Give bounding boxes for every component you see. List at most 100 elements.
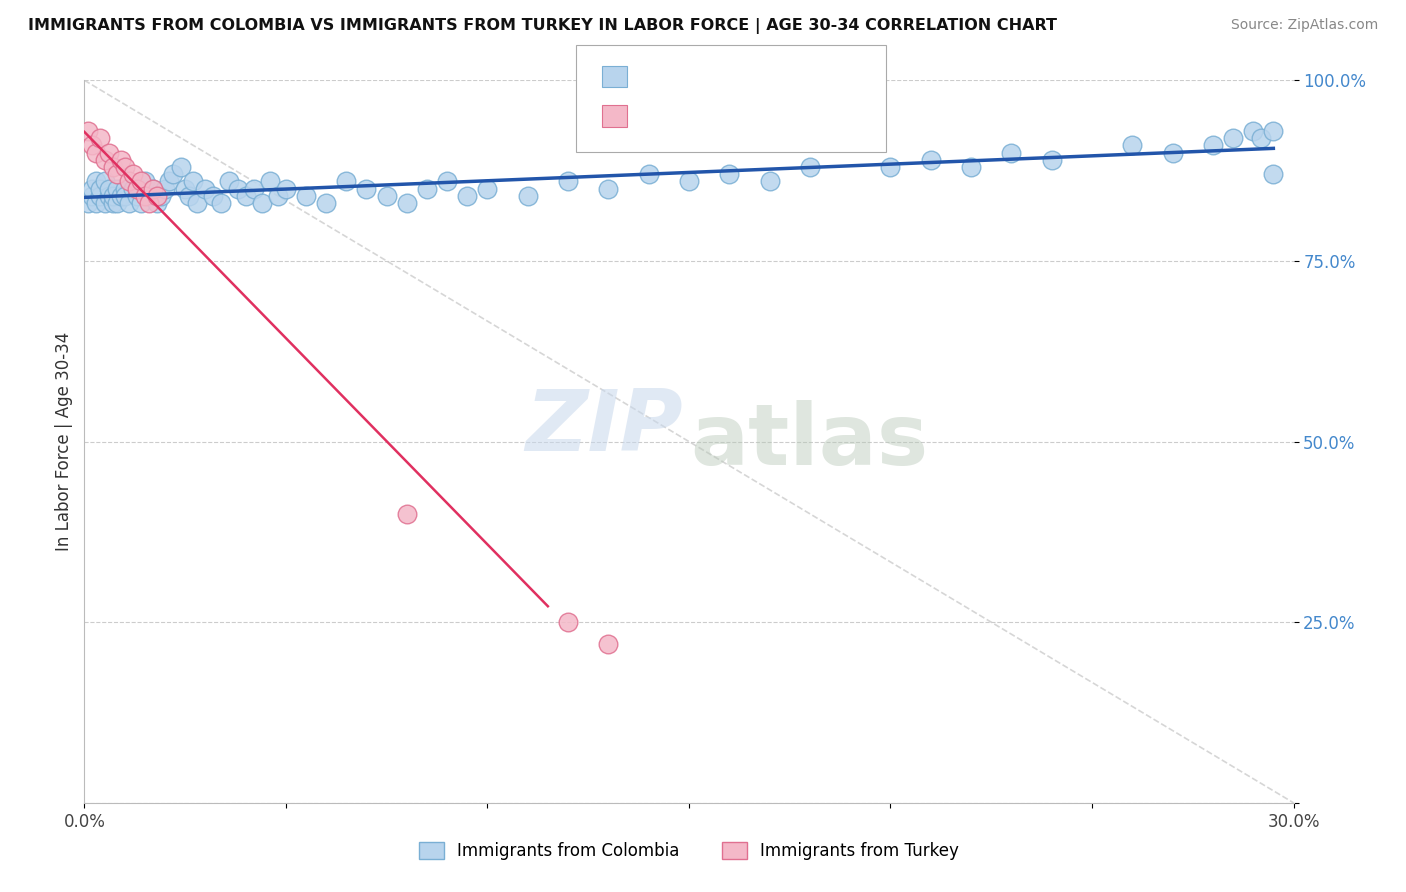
Point: [1250, 131, 1272, 145]
Point: [162, 167, 184, 181]
Point: [1263, 167, 1285, 181]
Point: [82, 138, 104, 153]
Point: [274, 182, 297, 196]
Point: [250, 196, 273, 211]
Point: [125, 189, 148, 203]
Point: [170, 160, 193, 174]
Point: [86, 174, 108, 188]
Point: [557, 174, 579, 188]
Point: [93, 174, 115, 188]
Point: [118, 196, 141, 211]
Point: [1161, 145, 1184, 160]
Point: [226, 182, 249, 196]
Point: [125, 182, 148, 196]
Point: [395, 507, 418, 521]
Text: -0.500: -0.500: [672, 106, 731, 124]
Point: [799, 160, 821, 174]
Point: [1000, 145, 1022, 160]
Point: [436, 174, 458, 188]
Point: [105, 182, 128, 196]
Point: [110, 153, 132, 167]
Point: [598, 182, 620, 196]
Point: [267, 189, 290, 203]
Point: [121, 182, 143, 196]
Point: [82, 182, 104, 196]
Point: [89, 182, 111, 196]
Point: [598, 637, 620, 651]
Text: N =: N =: [734, 108, 763, 122]
Point: [142, 182, 165, 196]
Point: [146, 196, 169, 211]
Point: [1040, 153, 1063, 167]
Point: [758, 174, 780, 188]
Point: [1241, 124, 1264, 138]
Point: [259, 174, 281, 188]
Point: [335, 174, 357, 188]
Point: [456, 189, 478, 203]
Point: [516, 189, 538, 203]
Point: [121, 167, 143, 181]
Text: Source: ZipAtlas.com: Source: ZipAtlas.com: [1230, 18, 1378, 32]
Point: [157, 174, 180, 188]
Point: [101, 189, 124, 203]
Point: [89, 131, 111, 145]
Point: [134, 174, 156, 188]
Point: [416, 182, 439, 196]
Point: [557, 615, 579, 630]
Text: IMMIGRANTS FROM COLOMBIA VS IMMIGRANTS FROM TURKEY IN LABOR FORCE | AGE 30-34 CO: IMMIGRANTS FROM COLOMBIA VS IMMIGRANTS F…: [28, 18, 1057, 34]
Point: [101, 196, 124, 211]
Point: [97, 189, 120, 203]
Text: 77: 77: [770, 67, 794, 85]
Point: [134, 189, 156, 203]
Point: [637, 167, 659, 181]
Point: [181, 174, 204, 188]
Point: [356, 182, 378, 196]
Text: R =: R =: [636, 108, 664, 122]
Point: [105, 167, 128, 181]
Point: [77, 196, 100, 211]
Point: [242, 182, 264, 196]
Point: [477, 182, 499, 196]
Point: [138, 196, 160, 211]
Point: [86, 196, 108, 211]
Point: [146, 189, 169, 203]
Text: N =: N =: [734, 69, 763, 83]
Point: [1121, 138, 1143, 153]
Point: [118, 174, 141, 188]
Point: [879, 160, 901, 174]
Point: [1202, 138, 1225, 153]
Point: [174, 182, 197, 196]
Point: [202, 189, 225, 203]
Point: [138, 189, 160, 203]
Point: [142, 182, 165, 196]
Point: [149, 189, 172, 203]
Point: [295, 189, 318, 203]
Point: [97, 182, 120, 196]
Point: [235, 189, 257, 203]
Point: [960, 160, 983, 174]
Point: [77, 124, 100, 138]
Y-axis label: In Labor Force | Age 30-34: In Labor Force | Age 30-34: [55, 332, 73, 551]
Text: 0.449: 0.449: [672, 67, 725, 85]
Text: 21: 21: [770, 106, 793, 124]
Point: [920, 153, 942, 167]
Point: [86, 145, 108, 160]
Point: [153, 182, 176, 196]
Legend: Immigrants from Colombia, Immigrants from Turkey: Immigrants from Colombia, Immigrants fro…: [412, 835, 966, 867]
Point: [718, 167, 741, 181]
Point: [1222, 131, 1244, 145]
Point: [93, 196, 115, 211]
Point: [1263, 124, 1285, 138]
Point: [186, 196, 208, 211]
Point: [114, 189, 136, 203]
Point: [218, 174, 240, 188]
Text: R =: R =: [636, 69, 664, 83]
Point: [375, 189, 398, 203]
Point: [110, 189, 132, 203]
Point: [129, 174, 152, 188]
Point: [129, 196, 152, 211]
Point: [101, 160, 124, 174]
Point: [82, 189, 104, 203]
Text: atlas: atlas: [690, 400, 929, 483]
Point: [105, 196, 128, 211]
